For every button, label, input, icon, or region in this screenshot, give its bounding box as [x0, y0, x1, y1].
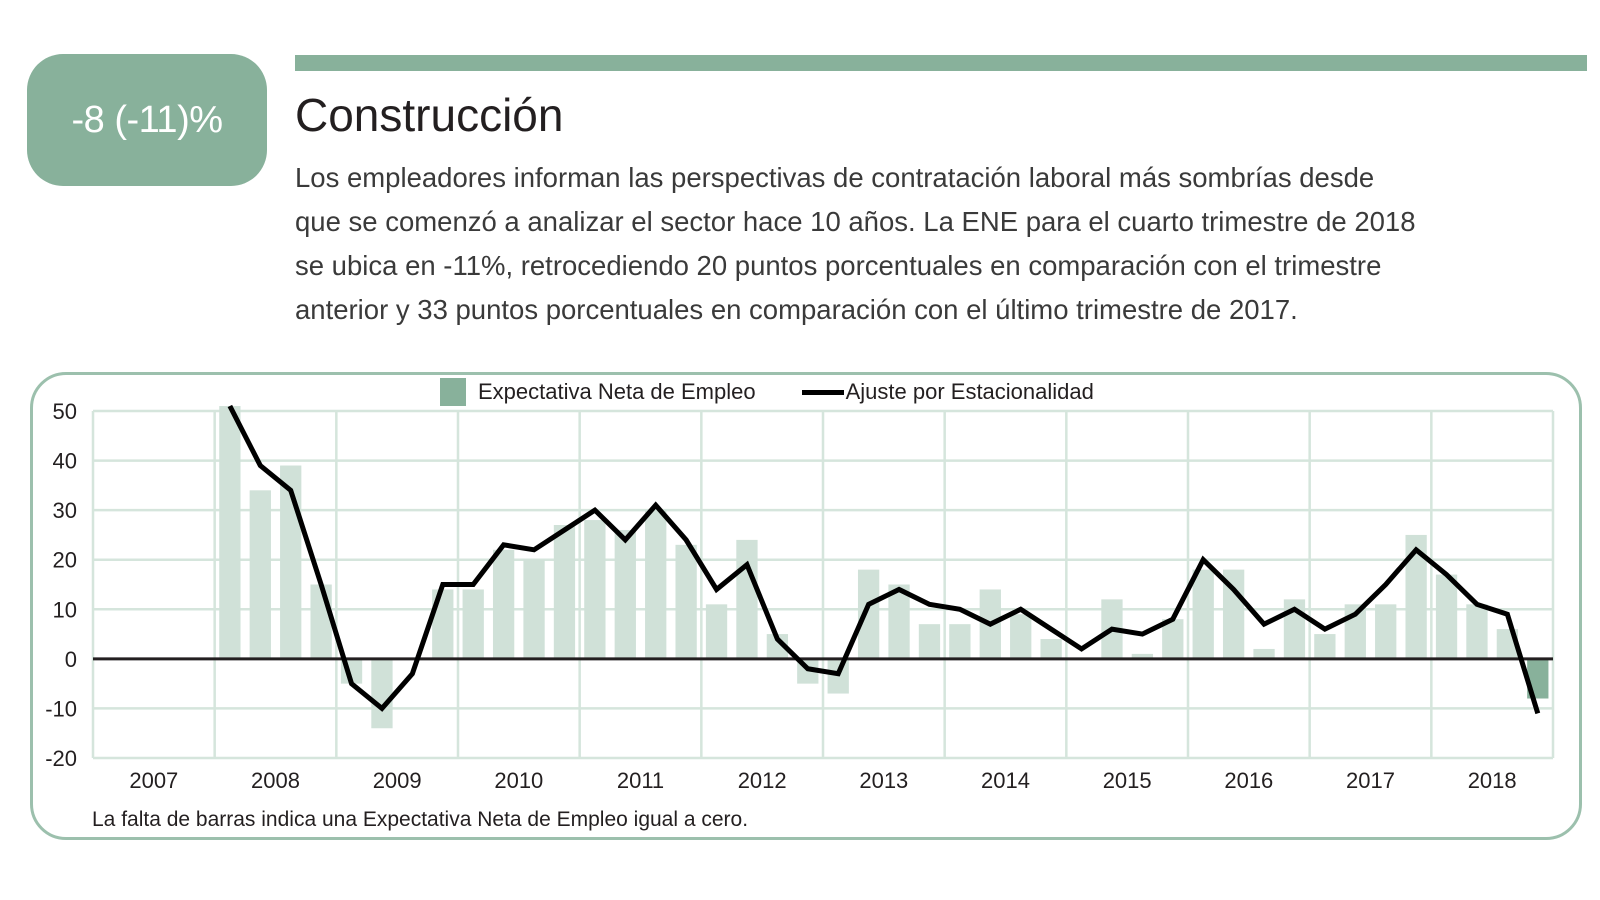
description: Los empleadores informan las perspectiva… — [295, 156, 1595, 332]
x-tick-label: 2013 — [859, 768, 908, 793]
bar — [1040, 639, 1062, 659]
bar — [523, 559, 545, 659]
bar — [1131, 653, 1154, 659]
bar — [614, 529, 636, 659]
bar — [888, 584, 910, 659]
seasonally-adjusted-line — [227, 404, 1541, 715]
y-tick-label: 10 — [53, 597, 77, 622]
bar — [645, 510, 667, 659]
bar — [492, 549, 515, 659]
x-tick-label: 2010 — [494, 768, 543, 793]
legend-item-line: Ajuste por Estacionalidad — [845, 379, 1094, 404]
bar — [1466, 604, 1488, 659]
bar — [249, 490, 271, 659]
bar — [1405, 534, 1427, 659]
legend-line-swatch-icon — [801, 389, 844, 395]
x-tick-label: 2016 — [1224, 768, 1273, 793]
description-line: anterior y 33 puntos porcentuales en com… — [295, 294, 1298, 325]
page-title: Construcción — [295, 89, 564, 141]
bar — [371, 658, 393, 729]
x-tick-label: 2017 — [1346, 768, 1395, 793]
bar — [1162, 619, 1184, 659]
x-tick-label: 2012 — [738, 768, 787, 793]
description-line: se ubica en -11%, retrocediendo 20 punto… — [295, 250, 1382, 281]
header-accent-bar — [295, 55, 1587, 71]
x-tick-label: 2015 — [1103, 768, 1152, 793]
description-line: Los empleadores informan las perspectiva… — [295, 162, 1375, 193]
bar — [675, 544, 697, 659]
y-tick-label: 40 — [53, 449, 77, 474]
bar — [310, 584, 332, 659]
y-tick-label: 50 — [53, 399, 77, 424]
x-tick-label: 2008 — [251, 768, 300, 793]
y-tick-label: -10 — [45, 696, 77, 721]
bar — [1375, 604, 1397, 659]
y-tick-label: 20 — [53, 548, 77, 573]
x-tick-label: 2009 — [373, 768, 422, 793]
bar — [918, 624, 941, 659]
legend-bar-swatch-icon — [440, 378, 466, 406]
bar — [949, 624, 971, 659]
chart-footnote: La falta de barras indica una Expectativ… — [92, 808, 749, 831]
chart-legend: Expectativa Neta de Empleo Ajuste por Es… — [440, 378, 1094, 406]
bar — [219, 406, 241, 659]
bar — [1435, 574, 1458, 659]
x-tick-label: 2014 — [981, 768, 1030, 793]
bar — [1192, 569, 1214, 659]
bar — [462, 589, 484, 659]
description-line: que se comenzó a analizar el sector hace… — [295, 206, 1416, 237]
bar — [705, 604, 728, 659]
bar — [584, 520, 606, 659]
bar — [1253, 648, 1275, 659]
chart-frame — [30, 372, 1582, 840]
bar — [857, 569, 880, 659]
bar — [1314, 634, 1336, 659]
bar — [736, 539, 758, 659]
change-badge-text: -8 (-11)% — [71, 98, 223, 141]
y-tick-label: 30 — [53, 498, 77, 523]
bar — [1010, 614, 1032, 659]
bar — [766, 634, 789, 659]
y-tick-label: -20 — [45, 746, 77, 771]
change-badge: -8 (-11)% — [27, 54, 267, 186]
y-tick-label: 0 — [65, 647, 77, 672]
x-tick-label: 2007 — [129, 768, 178, 793]
x-tick-label: 2018 — [1468, 768, 1517, 793]
legend-item-bars: Expectativa Neta de Empleo — [478, 379, 756, 404]
x-tick-label: 2011 — [617, 768, 664, 793]
bar — [553, 525, 576, 659]
